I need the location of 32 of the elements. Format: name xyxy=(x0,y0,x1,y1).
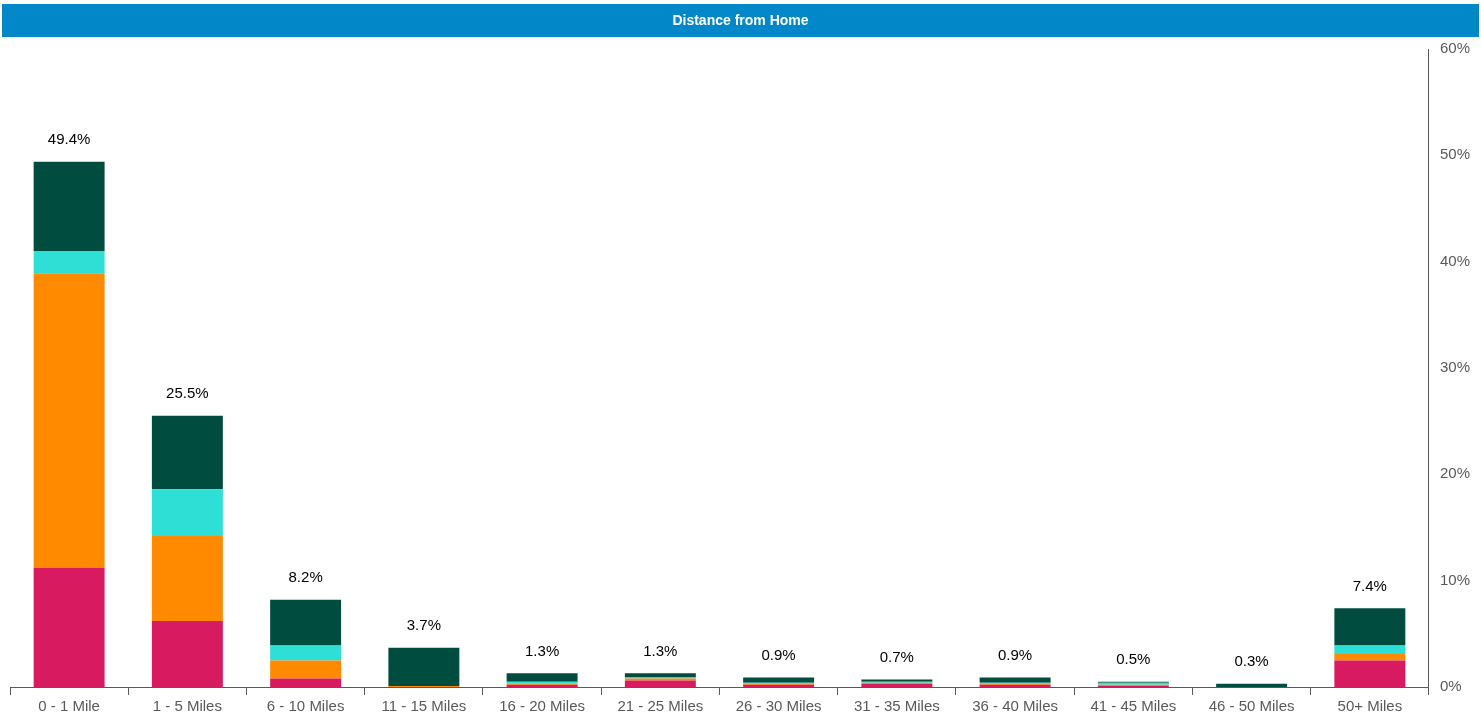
total-label: 0.5% xyxy=(1116,650,1151,668)
total-label: 0.9% xyxy=(761,646,796,664)
total-label: 0.7% xyxy=(879,648,914,666)
x-tick-label: 46 - 50 Miles xyxy=(1208,697,1295,715)
total-label: 49.4% xyxy=(47,130,91,148)
total-label: 7.4% xyxy=(1352,576,1387,594)
x-tick-label: 41 - 45 Miles xyxy=(1090,697,1177,715)
x-tick-label: 21 - 25 Miles xyxy=(617,697,704,715)
x-tick-label: 6 - 10 Miles xyxy=(266,697,345,715)
y-tick-label: 60% xyxy=(1439,39,1471,57)
total-label: 0.3% xyxy=(1234,652,1269,670)
y-tick-label: 40% xyxy=(1439,251,1471,269)
x-tick-label: 50+ Miles xyxy=(1337,697,1403,715)
total-label: 8.2% xyxy=(288,568,323,586)
x-tick-label: 0 - 1 Mile xyxy=(38,697,100,715)
x-tick-label: 16 - 20 Miles xyxy=(499,697,586,715)
y-tick-label: 50% xyxy=(1439,145,1471,163)
total-label: 0.9% xyxy=(998,646,1033,664)
x-tick-label: 36 - 40 Miles xyxy=(972,697,1059,715)
total-label: 1.3% xyxy=(525,641,560,659)
total-label: 1.3% xyxy=(643,641,678,659)
y-tick-label: 20% xyxy=(1439,464,1471,482)
y-tick-label: 30% xyxy=(1439,358,1471,376)
total-label: 25.5% xyxy=(166,384,209,402)
y-tick-label: 0% xyxy=(1439,677,1462,695)
x-tick-label: 26 - 30 Miles xyxy=(735,697,822,715)
chart-title: Distance from Home xyxy=(2,4,1479,37)
x-tick-label: 11 - 15 Miles xyxy=(381,697,467,715)
y-tick-label: 10% xyxy=(1439,570,1471,588)
x-tick-label: 1 - 5 Miles xyxy=(152,697,222,715)
total-label: 3.7% xyxy=(406,616,441,634)
x-tick-label: 31 - 35 Miles xyxy=(853,697,940,715)
